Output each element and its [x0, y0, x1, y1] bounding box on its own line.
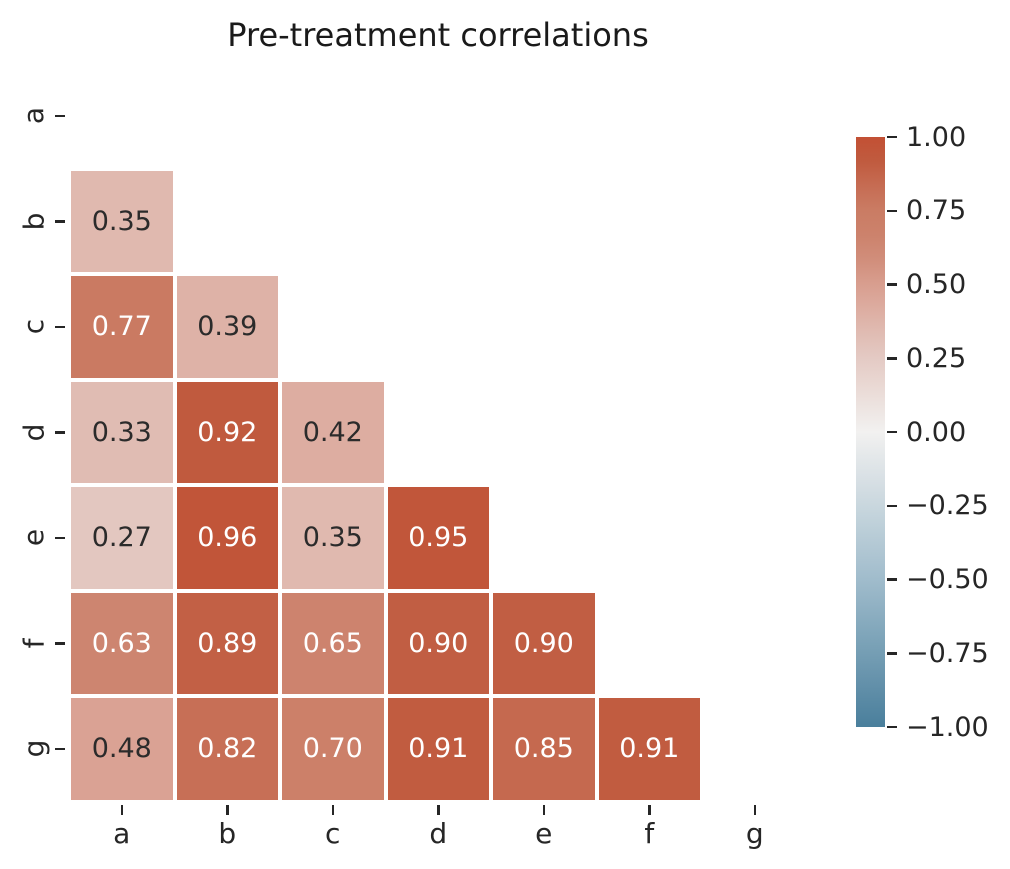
x-tick-a [120, 804, 123, 815]
heatmap-cell-g-b: 0.82 [176, 698, 278, 800]
y-tick-label-text: c [17, 319, 51, 335]
y-tick-g [55, 747, 65, 750]
x-tick-b [226, 804, 229, 815]
x-tick-g [753, 804, 756, 815]
colorbar-tick-0 [887, 135, 897, 139]
colorbar-tick-label-0: 1.00 [906, 121, 967, 153]
heatmap-cell-d-b: 0.92 [176, 381, 278, 483]
y-tick-label-text: f [17, 638, 51, 649]
heatmap-cell-c-b: 0.39 [176, 276, 278, 378]
heatmap-cell-f-e: 0.90 [493, 592, 595, 694]
x-tick-f [648, 804, 651, 815]
heatmap-cell-f-a: 0.63 [71, 592, 173, 694]
y-tick-d [55, 431, 65, 434]
heatmap-cell-e-b: 0.96 [176, 487, 278, 589]
heatmap-cell-g-f: 0.91 [598, 698, 700, 800]
heatmap-cell-g-a: 0.48 [71, 698, 173, 800]
colorbar-tick-4 [887, 430, 897, 434]
colorbar-tick-label-4: 0.00 [906, 416, 967, 448]
colorbar-tick-label-5: −0.25 [906, 490, 989, 522]
colorbar-tick-2 [887, 283, 897, 286]
heatmap-cell-g-e: 0.85 [493, 698, 595, 800]
colorbar-tick-8 [887, 725, 897, 729]
colorbar-tick-label-7: −0.75 [906, 637, 989, 669]
heatmap-cell-g-c: 0.70 [282, 698, 384, 800]
colorbar-tick-label-1: 0.75 [906, 195, 967, 227]
y-tick-label-text: e [17, 529, 51, 547]
colorbar-tick-label-3: 0.25 [906, 342, 967, 374]
colorbar-gradient [856, 137, 885, 727]
y-tick-f [55, 642, 65, 645]
colorbar-tick-3 [887, 357, 897, 360]
y-tick-b [55, 220, 65, 223]
heatmap-cell-e-a: 0.27 [71, 487, 173, 589]
y-tick-label-text: g [17, 739, 51, 758]
x-tick-d [437, 804, 440, 815]
y-tick-a [55, 114, 65, 117]
heatmap-cell-d-c: 0.42 [282, 381, 384, 483]
heatmap-cell-f-c: 0.65 [282, 592, 384, 694]
x-tick-c [331, 804, 334, 815]
heatmap-cell-e-d: 0.95 [387, 487, 489, 589]
heatmap-cell-b-a: 0.35 [71, 170, 173, 272]
heatmap-cell-e-c: 0.35 [282, 487, 384, 589]
heatmap-cell-g-d: 0.91 [387, 698, 489, 800]
y-tick-label-text: b [17, 212, 51, 231]
heatmap-cell-f-b: 0.89 [176, 592, 278, 694]
chart-title: Pre-treatment correlations [227, 16, 649, 54]
colorbar-tick-6 [887, 578, 897, 581]
y-tick-c [55, 325, 65, 328]
y-tick-label-text: d [17, 423, 51, 442]
heatmap-cell-d-a: 0.33 [71, 381, 173, 483]
colorbar-tick-1 [887, 209, 897, 212]
colorbar-tick-label-6: −0.50 [906, 564, 989, 595]
y-tick-label-text: a [17, 107, 51, 125]
colorbar-tick-7 [887, 652, 897, 655]
heatmap-cell-c-a: 0.77 [71, 276, 173, 378]
y-tick-e [55, 536, 65, 539]
colorbar-tick-label-2: 0.50 [906, 269, 967, 300]
heatmap-cell-f-d: 0.90 [387, 592, 489, 694]
colorbar-tick-5 [887, 504, 897, 507]
colorbar-tick-label-8: −1.00 [906, 711, 989, 743]
x-tick-e [542, 804, 545, 815]
